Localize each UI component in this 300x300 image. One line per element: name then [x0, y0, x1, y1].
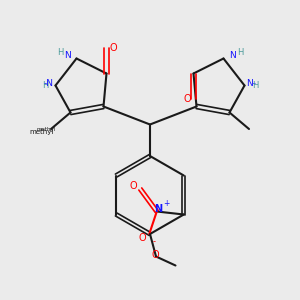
Text: O: O	[130, 181, 137, 191]
Text: O: O	[152, 250, 159, 260]
Text: -N: -N	[44, 80, 54, 88]
Text: O: O	[183, 94, 191, 104]
Text: -: -	[152, 237, 155, 246]
Text: H: H	[42, 81, 48, 90]
Text: O: O	[139, 232, 146, 243]
Text: O: O	[109, 43, 117, 53]
Text: H: H	[237, 48, 243, 57]
Text: H: H	[57, 48, 63, 57]
Text: methyl: methyl	[30, 129, 54, 135]
Text: N: N	[154, 203, 162, 214]
Text: N: N	[229, 51, 236, 60]
Text: H: H	[252, 81, 258, 90]
Text: N: N	[64, 51, 71, 60]
Text: +: +	[163, 199, 170, 208]
Text: methyl: methyl	[37, 127, 56, 131]
Text: N-: N-	[246, 80, 256, 88]
